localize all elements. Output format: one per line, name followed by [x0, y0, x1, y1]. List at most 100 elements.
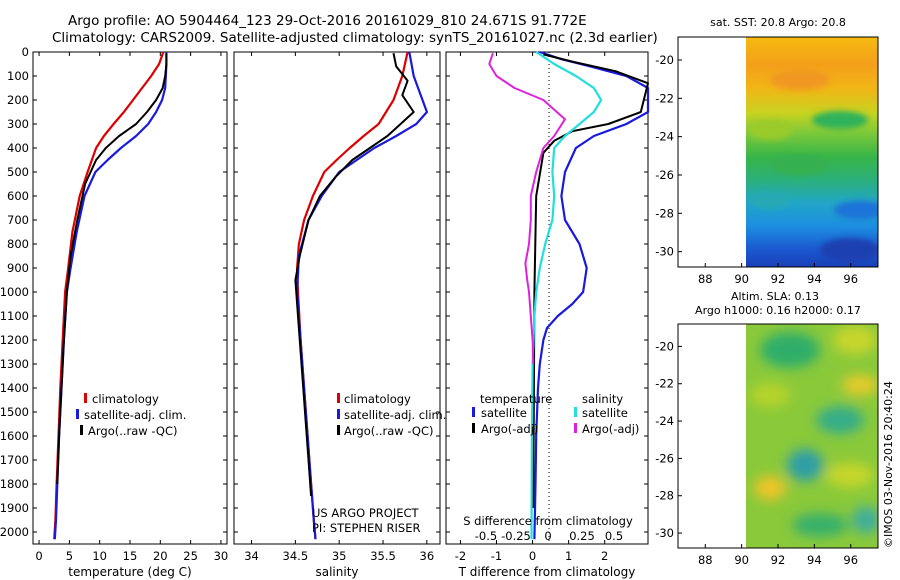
- sst-patch: [834, 201, 878, 219]
- series-temperature-argo-line: [532, 53, 649, 509]
- x-tick-label: 35: [332, 549, 347, 563]
- legend-label-satellite: satellite-adj. clim.: [84, 408, 186, 422]
- legend-header-temperature: temperature: [480, 392, 552, 406]
- project-label: US ARGO PROJECT: [312, 506, 420, 520]
- difference-legend: temperature salinity satellite Argo(-adj…: [472, 392, 639, 436]
- salinity-x-axis: 34 34.5 35 35.5 36: [234, 51, 440, 563]
- depth-tick-label: 1700: [0, 453, 29, 467]
- map-y-tick-label: -24: [655, 130, 674, 144]
- sla-patch: [792, 513, 848, 537]
- depth-tick-label: 900: [7, 261, 29, 275]
- legend-header-salinity: salinity: [582, 392, 623, 406]
- salinity-xlabel: salinity: [315, 565, 358, 579]
- sla-title-line2: Argo h1000: 0.16 h2000: 0.17: [695, 304, 861, 317]
- map-x-tick-label: 92: [771, 553, 786, 567]
- figure-title-line1: Argo profile: AO 5904464_123 29-Oct-2016…: [68, 13, 587, 29]
- series-argo-line: [294, 52, 415, 497]
- legend-swatch-argo: [80, 425, 83, 435]
- difference-axes: [445, 51, 649, 545]
- legend-label-s-argo: Argo(-adj): [582, 422, 639, 436]
- sla-heatmap: [746, 324, 878, 548]
- series-salinity-satellite-line: [530, 51, 603, 540]
- x-tick-label: 34.5: [283, 549, 309, 563]
- sla-patch: [787, 449, 823, 481]
- legend-label-argo: Argo(..raw -QC): [344, 424, 434, 438]
- legend-swatch-climatology: [337, 393, 340, 403]
- salinity-series: [294, 51, 428, 540]
- legend-label-argo: Argo(..raw -QC): [88, 424, 178, 438]
- depth-tick-label: 500: [7, 165, 29, 179]
- sst-patch: [812, 111, 868, 129]
- legend-swatch-s-argo: [574, 423, 577, 433]
- x-tick-label: 15: [123, 549, 138, 563]
- depth-tick-label: 0: [22, 45, 29, 59]
- x-tick-label: 36: [420, 549, 435, 563]
- map-x-tick-label: 88: [698, 272, 713, 286]
- difference-xlabel: T difference from climatology: [458, 565, 636, 579]
- sst-axes: 88 90 92 94 96 -20 -22 -24 -26 -28 -30: [655, 53, 858, 286]
- series-temperature-satellite-line: [533, 50, 650, 540]
- map-y-tick-label: -22: [655, 377, 674, 391]
- series-salinity-argo-line: [488, 52, 566, 365]
- legend-label-climatology: climatology: [344, 392, 411, 406]
- pi-label: PI: STEPHEN RISER: [312, 521, 421, 535]
- depth-tick-label: 1300: [0, 357, 29, 371]
- legend-swatch-satellite: [76, 409, 79, 419]
- s-tick: 0.5: [605, 529, 623, 543]
- s-tick: 0.25: [569, 529, 595, 543]
- sla-axes: 88 90 92 94 96 -20 -22 -24 -26 -28 -30: [655, 339, 858, 567]
- map-y-tick-label: -28: [655, 489, 674, 503]
- temperature-axes: [32, 51, 228, 545]
- legend-swatch-t-argo: [472, 423, 475, 433]
- map-y-tick-label: -30: [655, 245, 674, 259]
- depth-tick-label: 1600: [0, 429, 29, 443]
- sla-patch: [826, 463, 874, 487]
- s-tick: -0.5: [475, 529, 497, 543]
- x-tick-label: 10: [92, 549, 107, 563]
- map-x-tick-label: 96: [843, 553, 858, 567]
- map-y-tick-label: -22: [655, 91, 674, 105]
- map-y-tick-label: -20: [655, 339, 674, 353]
- series-argo-line: [56, 53, 168, 485]
- legend-swatch-climatology: [84, 393, 87, 403]
- map-x-tick-label: 90: [734, 553, 749, 567]
- salinity-axes: [233, 51, 441, 545]
- s-tick: -0.25: [501, 529, 531, 543]
- map-y-tick-label: -20: [655, 53, 674, 67]
- depth-tick-label: 1800: [0, 477, 29, 491]
- sla-patch: [816, 406, 864, 434]
- depth-tick-label: 200: [7, 93, 29, 107]
- legend-label-s-satellite: satellite: [582, 406, 628, 420]
- sst-patch: [748, 120, 792, 140]
- legend-swatch-satellite: [337, 409, 340, 419]
- map-y-tick-label: -26: [655, 451, 674, 465]
- depth-tick-label: 1400: [0, 381, 29, 395]
- difference-x-axis: -2 -1 0 1 2: [446, 51, 648, 563]
- depth-tick-label: 1200: [0, 333, 29, 347]
- map-x-tick-label: 94: [807, 272, 822, 286]
- x-tick-label: 35.5: [370, 549, 396, 563]
- map-x-tick-label: 90: [734, 272, 749, 286]
- depth-tick-label: 1900: [0, 501, 29, 515]
- series-satellite-adj-clim--line: [296, 51, 428, 540]
- x-tick-label: -2: [455, 549, 466, 563]
- sla-patch: [760, 332, 820, 368]
- map-y-tick-label: -24: [655, 414, 674, 428]
- sst-patch: [770, 155, 830, 175]
- legend-swatch-argo: [337, 425, 340, 435]
- series-satellite-adj-clim--line: [53, 52, 168, 540]
- sla-title-line1: Altim. SLA: 0.13: [731, 290, 819, 303]
- depth-tick-label: 100: [7, 69, 29, 83]
- temperature-x-axis: 0 5 10 15 20 25 30: [33, 51, 228, 563]
- legend-swatch-t-satellite: [472, 407, 475, 417]
- x-tick-label: 2: [601, 549, 608, 563]
- sla-patch: [754, 476, 786, 500]
- depth-tick-label: 300: [7, 117, 29, 131]
- map-x-tick-label: 92: [771, 272, 786, 286]
- x-tick-label: 1: [565, 549, 572, 563]
- map-y-tick-label: -26: [655, 168, 674, 182]
- depth-axis: 0 100 200 300 400 500 600 700 800 900 1000 1100 1200…: [0, 45, 29, 539]
- map-x-tick-label: 94: [807, 553, 822, 567]
- salinity-legend: climatology satellite-adj. clim. Argo(..…: [337, 392, 446, 438]
- map-x-tick-label: 88: [698, 553, 713, 567]
